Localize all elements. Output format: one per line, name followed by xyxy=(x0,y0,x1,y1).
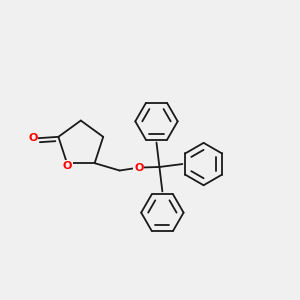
Text: O: O xyxy=(28,133,38,143)
Text: O: O xyxy=(134,163,143,172)
Text: O: O xyxy=(62,160,72,170)
